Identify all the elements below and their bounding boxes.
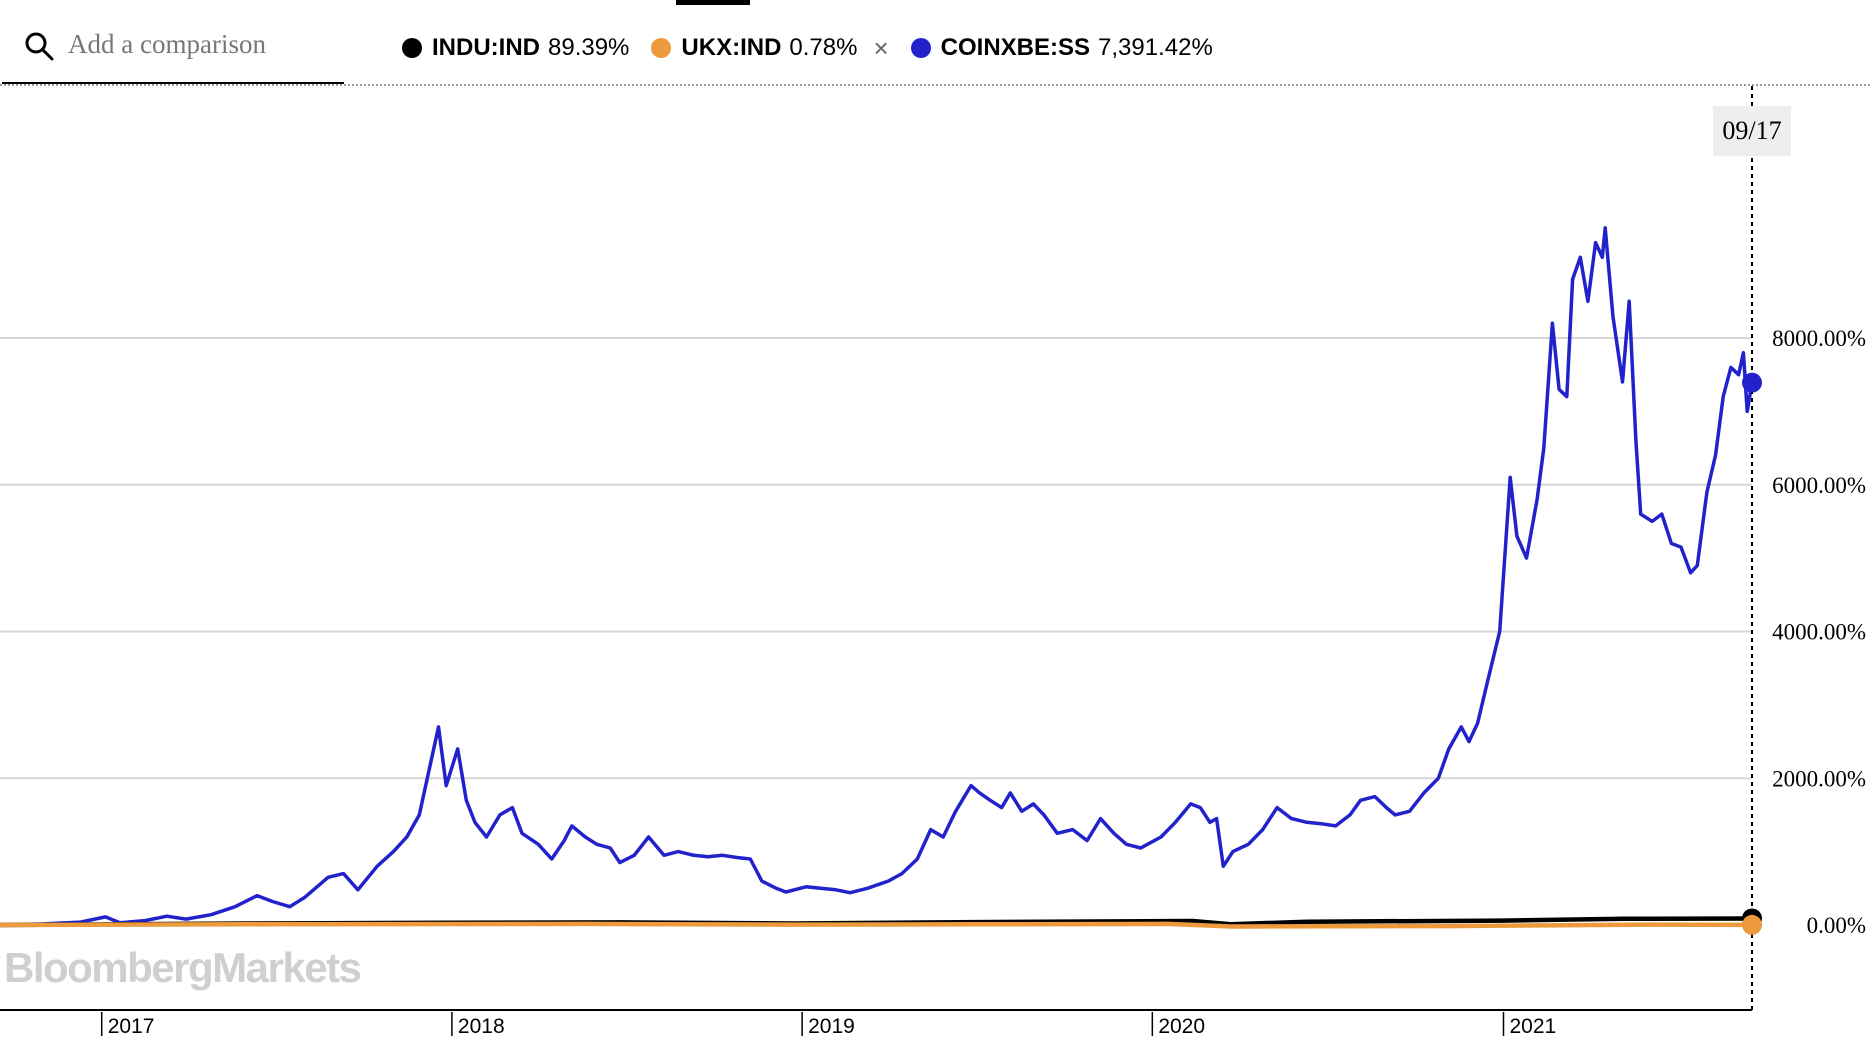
series-line-coinxbe-ss xyxy=(0,226,1754,927)
legend-ticker: COINXBE:SS xyxy=(940,34,1091,61)
legend: INDU:IND 89.39% UKX:IND 0.78% × COINXBE:… xyxy=(402,30,1235,66)
y-axis-ticks: 0.00% 2000.00% 4000.00% 6000.00% 8000.00% xyxy=(1772,326,1866,938)
legend-value: 89.39% xyxy=(548,34,630,61)
x-tick-label: 2021 xyxy=(1509,1015,1556,1038)
y-tick-label: 0.00% xyxy=(1807,913,1866,938)
crosshair-dot-coinxbe-ss xyxy=(1742,372,1762,393)
series-color-dot xyxy=(402,38,422,58)
y-tick-label: 4000.00% xyxy=(1772,620,1866,645)
active-tab-indicator xyxy=(676,0,750,5)
crosshair-dot-ukx-ind xyxy=(1742,914,1762,935)
x-tick-label: 2017 xyxy=(108,1015,155,1038)
x-tick-label: 2020 xyxy=(1158,1015,1205,1038)
search-icon xyxy=(25,32,54,61)
legend-ticker: INDU:IND xyxy=(432,34,540,61)
series-color-dot xyxy=(651,38,672,58)
y-tick-label: 8000.00% xyxy=(1772,326,1866,351)
bloomberg-watermark: BloombergMarkets xyxy=(4,944,362,991)
legend-ticker: UKX:IND xyxy=(681,34,782,61)
x-axis: 2017 2018 2019 2020 2021 xyxy=(0,1009,1752,1038)
grid-lines xyxy=(0,337,1752,780)
header-divider xyxy=(0,84,1870,86)
y-tick-label: 6000.00% xyxy=(1772,473,1866,498)
legend-value: 0.78% xyxy=(789,34,858,61)
crosshair xyxy=(1742,86,1762,1010)
search-input[interactable] xyxy=(68,24,338,64)
remove-comparison-close-icon[interactable]: × xyxy=(873,33,889,63)
series-line-ukx-ind xyxy=(0,921,1753,929)
legend-value: 7,391.42% xyxy=(1098,34,1213,61)
legend-item-coinxbe[interactable]: COINXBE:SS 7,391.42% xyxy=(910,34,1213,62)
legend-item-indu[interactable]: INDU:IND 89.39% xyxy=(402,34,629,62)
comparison-search[interactable] xyxy=(2,0,344,84)
legend-item-ukx[interactable]: UKX:IND 0.78% × xyxy=(651,33,889,63)
x-tick-label: 2019 xyxy=(808,1015,855,1038)
y-tick-label: 2000.00% xyxy=(1772,766,1866,791)
series-color-dot xyxy=(910,38,931,58)
cursor-date-badge: 09/17 xyxy=(1713,106,1791,156)
series-lines xyxy=(0,226,1754,929)
x-tick-label: 2018 xyxy=(458,1015,505,1038)
